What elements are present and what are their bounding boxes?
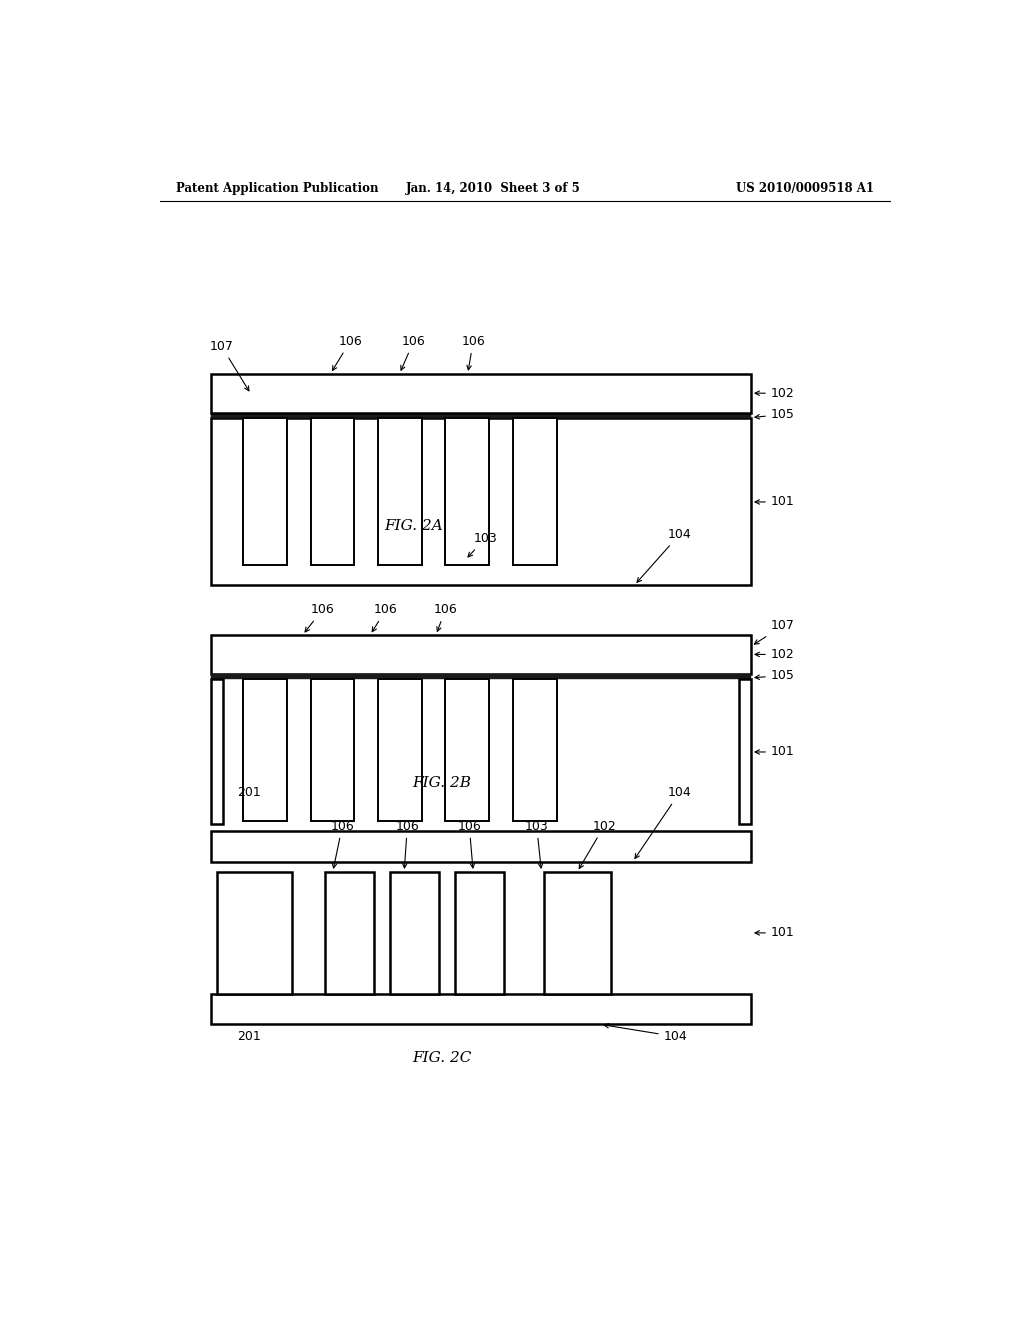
Text: 106: 106 (458, 820, 481, 869)
Text: 105: 105 (755, 669, 795, 682)
Bar (211, 417, 751, 585)
Text: 103: 103 (468, 532, 497, 557)
Bar (211, 832, 751, 862)
Text: 103: 103 (525, 820, 549, 869)
Bar (513, 678, 557, 821)
Text: FIG. 2B: FIG. 2B (412, 776, 471, 791)
Text: FIG. 2C: FIG. 2C (412, 1051, 471, 1065)
Text: 201: 201 (237, 787, 260, 799)
Bar (217, 873, 292, 994)
Text: 101: 101 (755, 495, 795, 508)
Text: 102: 102 (755, 648, 795, 661)
Text: 106: 106 (400, 335, 426, 370)
Bar (211, 413, 751, 417)
Text: 104: 104 (637, 528, 691, 582)
Bar (211, 678, 223, 824)
Text: Patent Application Publication: Patent Application Publication (176, 182, 378, 195)
Text: 101: 101 (755, 927, 795, 940)
Bar (211, 635, 751, 673)
Bar (243, 417, 287, 565)
Text: 107: 107 (755, 619, 795, 644)
Text: 106: 106 (305, 603, 334, 632)
Text: 106: 106 (433, 603, 458, 631)
Text: 106: 106 (331, 820, 354, 869)
Text: 101: 101 (755, 746, 795, 759)
Bar (211, 994, 751, 1024)
Text: 102: 102 (580, 820, 616, 869)
Text: US 2010/0009518 A1: US 2010/0009518 A1 (736, 182, 873, 195)
Bar (739, 678, 751, 824)
Bar (390, 873, 439, 994)
Bar (445, 678, 489, 821)
Bar (445, 417, 489, 565)
Bar (211, 673, 751, 678)
Bar (544, 873, 611, 994)
Bar (310, 678, 354, 821)
Text: FIG. 2A: FIG. 2A (384, 519, 443, 533)
Text: 201: 201 (237, 1030, 260, 1043)
Text: 106: 106 (395, 820, 419, 869)
Bar (455, 873, 504, 994)
Bar (243, 678, 287, 821)
Bar (378, 678, 422, 821)
Text: Jan. 14, 2010  Sheet 3 of 5: Jan. 14, 2010 Sheet 3 of 5 (406, 182, 581, 195)
Bar (211, 374, 751, 412)
Text: 107: 107 (210, 341, 249, 391)
Bar (513, 417, 557, 565)
Bar (310, 417, 354, 565)
Bar (325, 873, 374, 994)
Bar (378, 417, 422, 565)
Text: 106: 106 (462, 335, 485, 370)
Text: 106: 106 (333, 335, 362, 371)
Text: 102: 102 (755, 387, 795, 400)
Text: 106: 106 (372, 603, 397, 632)
Text: 105: 105 (755, 408, 795, 421)
Text: 104: 104 (635, 787, 691, 858)
Text: 104: 104 (604, 1023, 687, 1043)
